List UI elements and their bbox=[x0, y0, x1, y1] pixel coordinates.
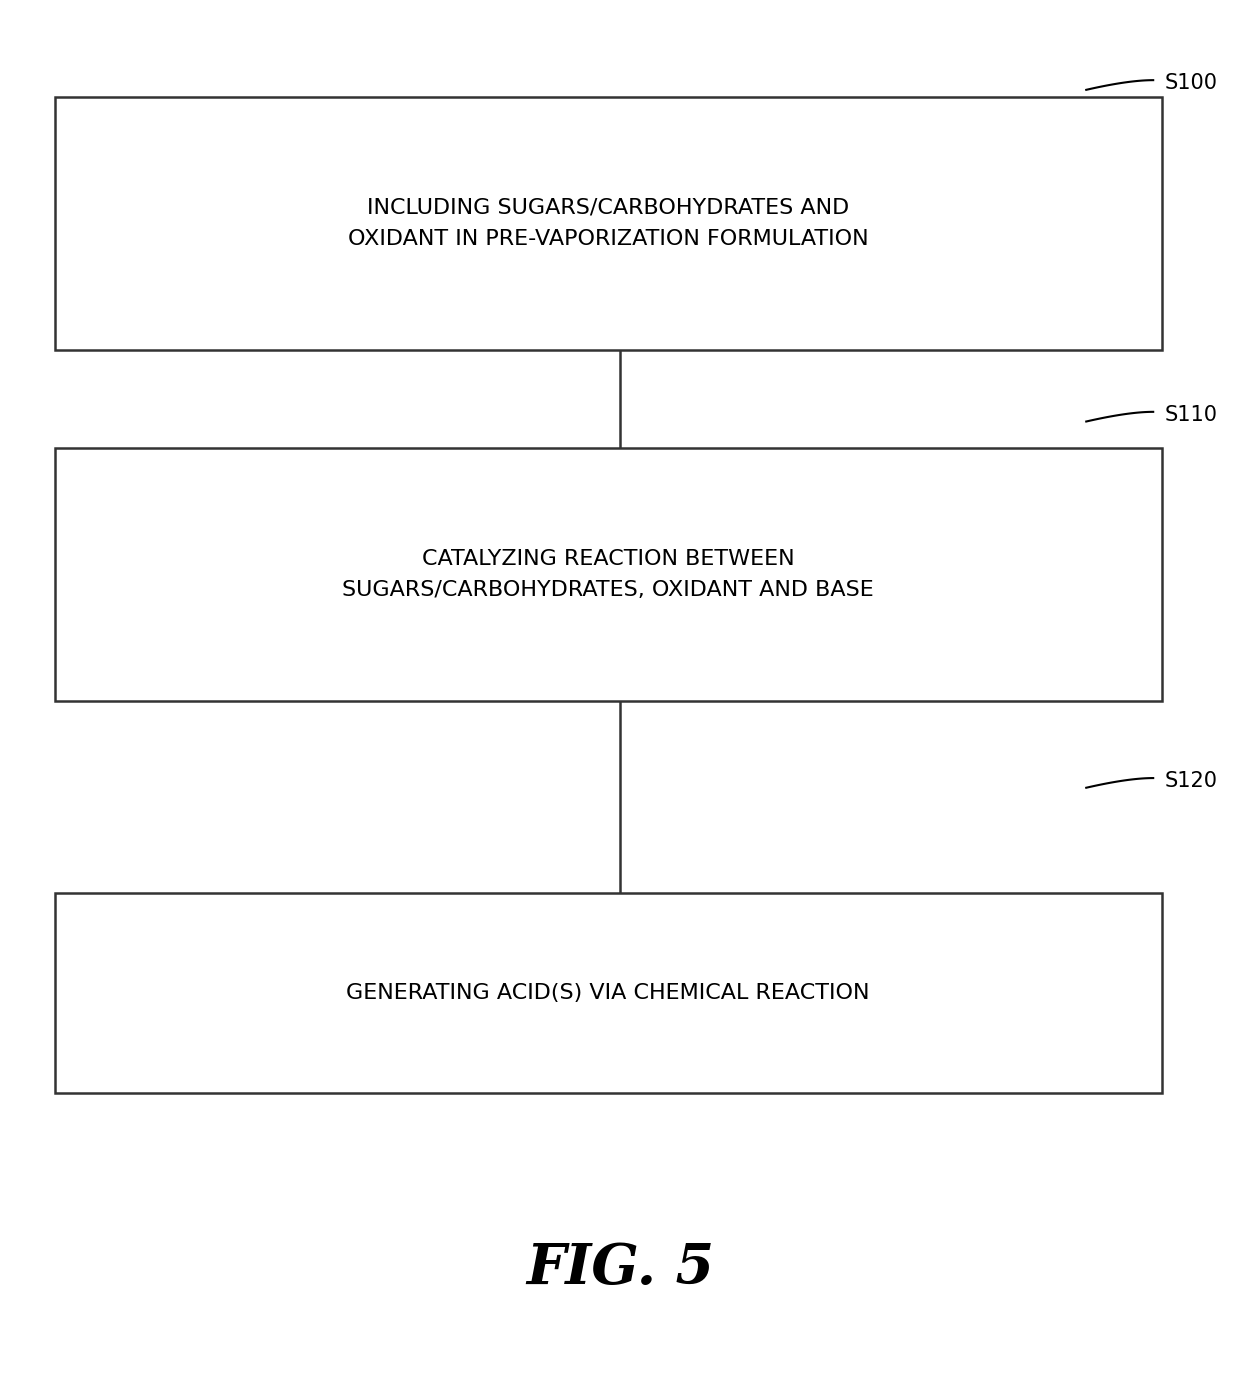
Bar bbox=[55, 97, 1162, 350]
Text: GENERATING ACID(S) VIA CHEMICAL REACTION: GENERATING ACID(S) VIA CHEMICAL REACTION bbox=[346, 983, 870, 1003]
Text: S120: S120 bbox=[1164, 771, 1218, 791]
Text: S100: S100 bbox=[1164, 73, 1218, 93]
Text: CATALYZING REACTION BETWEEN
SUGARS/CARBOHYDRATES, OXIDANT AND BASE: CATALYZING REACTION BETWEEN SUGARS/CARBO… bbox=[342, 549, 874, 600]
Bar bbox=[55, 893, 1162, 1093]
Bar bbox=[55, 448, 1162, 701]
Text: FIG. 5: FIG. 5 bbox=[526, 1241, 714, 1296]
Text: S110: S110 bbox=[1164, 405, 1218, 424]
Text: INCLUDING SUGARS/CARBOHYDRATES AND
OXIDANT IN PRE-VAPORIZATION FORMULATION: INCLUDING SUGARS/CARBOHYDRATES AND OXIDA… bbox=[348, 198, 868, 249]
